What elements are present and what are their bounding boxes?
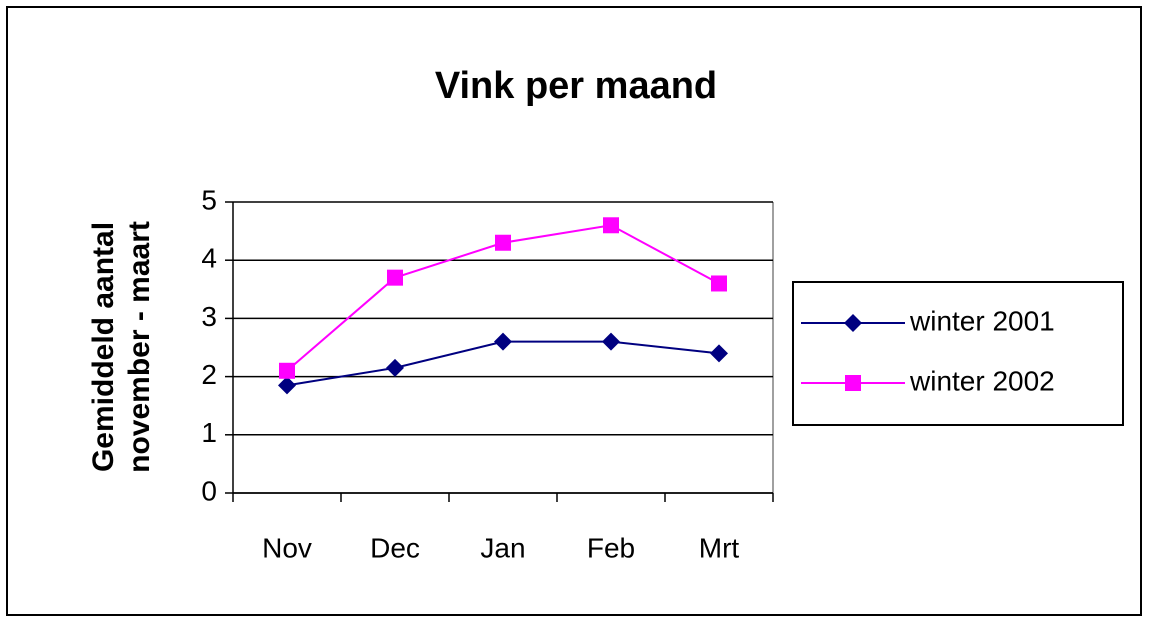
legend-marker bbox=[844, 314, 862, 332]
marker bbox=[278, 376, 296, 395]
y-tick-label: 4 bbox=[201, 243, 217, 274]
marker bbox=[386, 358, 404, 377]
legend-box bbox=[792, 281, 1124, 426]
x-tick-label: Mrt bbox=[699, 532, 740, 563]
y-tick-label: 2 bbox=[201, 359, 217, 390]
y-tick-label: 1 bbox=[201, 417, 217, 448]
legend-label: winter 2001 bbox=[909, 305, 1055, 336]
marker bbox=[711, 275, 727, 292]
y-axis-title-line: Gemiddeld aantal bbox=[87, 222, 120, 472]
x-tick-label: Feb bbox=[587, 532, 635, 563]
y-axis-title: Gemiddeld aantal november - maart bbox=[87, 221, 156, 473]
x-tick-label: Nov bbox=[262, 532, 312, 563]
marker bbox=[387, 269, 403, 286]
marker bbox=[495, 234, 511, 251]
y-tick-label: 5 bbox=[201, 184, 217, 215]
x-tick-label: Jan bbox=[480, 532, 525, 563]
marker bbox=[494, 332, 512, 351]
y-tick-label: 3 bbox=[201, 301, 217, 332]
marker bbox=[279, 362, 295, 379]
y-tick-label: 0 bbox=[201, 475, 217, 506]
chart-title: Vink per maand bbox=[435, 65, 717, 107]
legend-marker bbox=[845, 375, 861, 391]
marker bbox=[603, 217, 619, 234]
y-axis-title-line: november - maart bbox=[123, 221, 156, 473]
marker bbox=[602, 332, 620, 351]
legend: winter 2001 winter 2002 bbox=[792, 281, 1124, 426]
x-tick-label: Dec bbox=[370, 532, 420, 563]
legend-label: winter 2002 bbox=[909, 365, 1055, 396]
marker bbox=[710, 344, 728, 363]
